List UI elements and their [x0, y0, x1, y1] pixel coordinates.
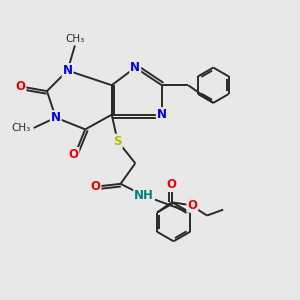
Text: N: N	[157, 108, 167, 121]
Text: N: N	[130, 61, 140, 74]
Text: O: O	[68, 148, 78, 161]
Text: O: O	[15, 80, 26, 93]
Text: O: O	[167, 178, 177, 191]
Text: O: O	[91, 180, 100, 193]
Text: CH₃: CH₃	[11, 123, 31, 133]
Text: O: O	[187, 199, 197, 212]
Text: CH₃: CH₃	[65, 34, 85, 44]
Text: N: N	[51, 111, 61, 124]
Text: NH: NH	[134, 189, 154, 202]
Text: S: S	[113, 135, 122, 148]
Text: N: N	[63, 64, 73, 77]
